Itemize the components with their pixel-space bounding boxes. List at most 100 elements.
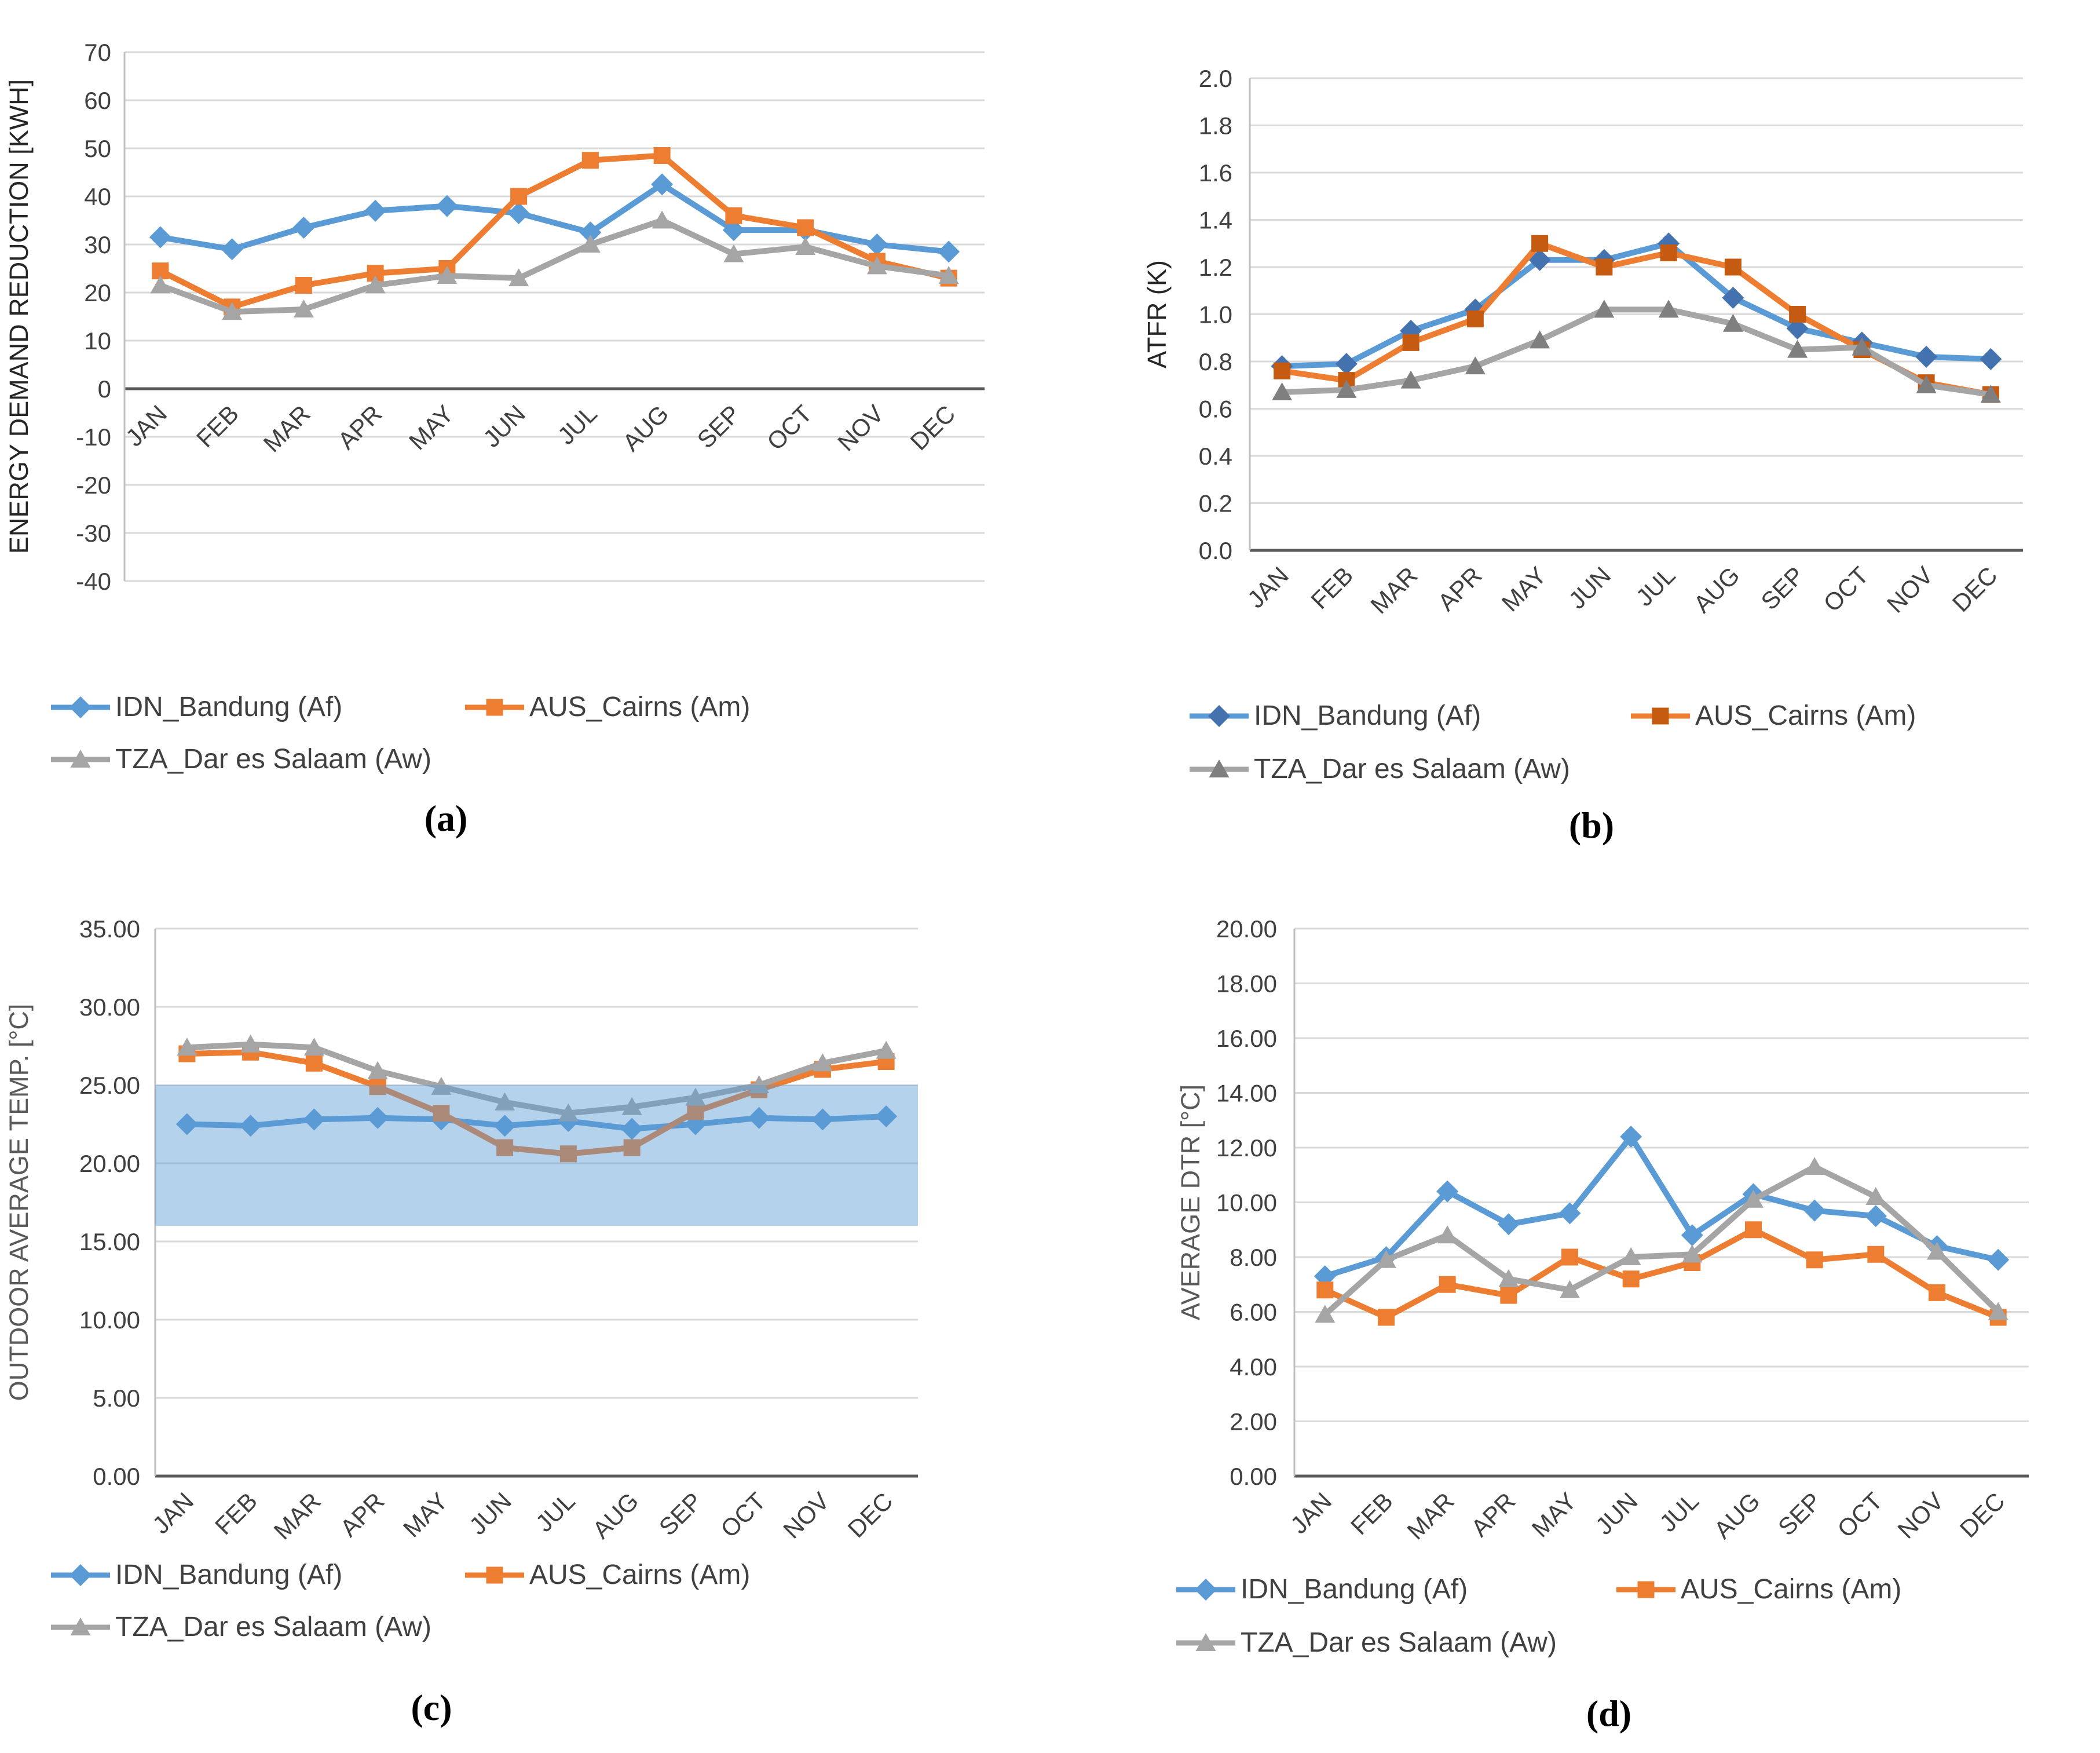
triangle-marker <box>876 1040 897 1059</box>
square-marker <box>1596 258 1613 276</box>
y-axis-title: ATFR (K) <box>1142 260 1172 368</box>
triangle-marker <box>222 302 243 320</box>
triangle-marker <box>1315 1305 1336 1323</box>
square-marker <box>433 1105 450 1122</box>
x-tick-label: JUL <box>1630 561 1680 611</box>
y-tick-label: 35.00 <box>79 915 140 943</box>
square-marker <box>1789 306 1806 323</box>
y-tick-label: 20.00 <box>1216 915 1277 943</box>
series-line <box>1322 1134 2002 1280</box>
x-axis-labels: JAN FEB MAR APR MAY JUN JUL AUG SEP OCT NOV DEC <box>120 400 961 457</box>
x-tick-label: SEP <box>1755 561 1809 615</box>
series-line <box>184 1049 890 1157</box>
triangle-marker <box>685 1087 706 1106</box>
diamond-marker <box>1786 317 1809 339</box>
series-aus-cairns-am- <box>178 1043 895 1163</box>
triangle-marker <box>1980 385 2001 403</box>
square-marker <box>653 147 671 164</box>
triangle-marker <box>1498 1269 1519 1287</box>
triangle-marker <box>1916 375 1937 393</box>
diamond-marker <box>1497 1213 1520 1236</box>
x-tick-label: NOV <box>1882 561 1938 618</box>
square-marker <box>1316 1281 1334 1299</box>
y-tick-label: 12.00 <box>1216 1134 1277 1162</box>
panel-a: -40 -30 -20 -10 0 10 20 30 40 50 60 70 JAN FEB MAR APR M… <box>0 0 1050 877</box>
series-idn-bandung-af- <box>149 173 960 263</box>
y-tick-label: 8.00 <box>1230 1244 1277 1271</box>
y-axis-title: AVERAGE DTR [°C] <box>1176 1084 1205 1320</box>
y-tick-label: 60 <box>84 87 111 114</box>
square-marker <box>510 188 528 205</box>
triangle-marker <box>866 256 887 275</box>
square-marker <box>305 1054 323 1072</box>
y-tick-label: 16.00 <box>1216 1025 1277 1052</box>
diamond-marker <box>1803 1199 1826 1222</box>
diamond-marker <box>175 1113 198 1135</box>
x-tick-label: FEB <box>1345 1487 1398 1540</box>
series-line <box>1322 1164 2002 1318</box>
x-tick-label: SEP <box>654 1487 708 1541</box>
diamond-marker <box>875 1105 898 1127</box>
panel-c: 0.00 5.00 10.00 15.00 20.00 25.00 30.00 35.00 JA… <box>0 877 1050 1753</box>
diamond-marker <box>621 1117 643 1140</box>
y-tick-label: 1.0 <box>1199 301 1232 328</box>
triangle-marker <box>652 210 672 229</box>
gridlines <box>1294 927 2029 1478</box>
square-marker <box>1439 1276 1456 1293</box>
y-axis-title: OUTDOOR AVERAGE TEMP. [°C] <box>4 1004 34 1401</box>
triangle-marker <box>1658 300 1679 318</box>
diamond-marker <box>1620 1126 1642 1148</box>
diamond-marker <box>811 1108 834 1131</box>
x-tick-label: DEC <box>1947 561 2003 617</box>
series-aus-cairns-am- <box>152 147 957 316</box>
x-axis-labels: JAN FEB MAR APR MAY JUN JUL AUG SEP OCT NOV DEC <box>1242 561 2003 619</box>
x-tick-label: DEC <box>1955 1487 2010 1543</box>
diamond-marker <box>292 216 315 239</box>
square-marker <box>687 1103 704 1120</box>
diamond-marker <box>938 240 960 263</box>
triangle-marker <box>1272 382 1293 400</box>
square-marker <box>1806 1251 1823 1269</box>
x-tick-label: DEC <box>843 1487 898 1543</box>
triangle-marker <box>495 1092 515 1111</box>
y-tick-label: 1.4 <box>1199 207 1232 234</box>
gridlines <box>155 927 918 1478</box>
y-axis-title: ENERGY DEMAND REDUCTION [KWH] <box>4 79 34 554</box>
y-tick-label: 4.00 <box>1230 1353 1277 1381</box>
x-tick-label: DEC <box>905 400 961 455</box>
diamond-marker <box>1436 1180 1459 1203</box>
x-tick-label: JUN <box>464 1487 517 1540</box>
diamond-marker <box>1528 249 1551 271</box>
square-marker <box>1724 258 1742 276</box>
x-tick-label: OCT <box>762 400 817 455</box>
x-tick-label: JUL <box>1654 1487 1704 1537</box>
series-line <box>184 1041 890 1116</box>
y-tick-label: 2.00 <box>1230 1408 1277 1436</box>
diamond-marker <box>364 199 387 222</box>
x-tick-label: APR <box>1432 561 1487 616</box>
square-marker <box>1867 1246 1885 1263</box>
triangle-marker <box>1400 370 1421 389</box>
y-axis-tick-labels: 0.00 2.00 4.00 6.00 8.00 10.00 12.00 14.00 16.00… <box>1216 915 1277 1490</box>
diamond-marker <box>436 195 458 217</box>
series-line <box>157 217 952 315</box>
y-tick-label: 0.00 <box>1230 1463 1277 1490</box>
x-tick-label: JAN <box>120 400 172 451</box>
series-group <box>175 1034 898 1163</box>
square-marker <box>1531 235 1549 252</box>
square-marker <box>295 277 312 294</box>
chart-b-caption: (b) <box>1568 805 1615 846</box>
diamond-marker <box>1722 286 1744 309</box>
triangle-marker <box>293 300 314 318</box>
x-tick-label: JAN <box>1242 561 1294 613</box>
series-line <box>1279 306 1994 398</box>
x-tick-label: FEB <box>191 400 244 452</box>
y-tick-label: 20.00 <box>79 1150 140 1177</box>
diamond-marker <box>748 1106 770 1129</box>
square-marker <box>1622 1270 1640 1288</box>
x-tick-label: AUG <box>587 1487 644 1544</box>
series-idn-bandung-af- <box>1271 232 2002 378</box>
diamond-marker <box>221 238 243 261</box>
square-marker <box>725 207 742 224</box>
